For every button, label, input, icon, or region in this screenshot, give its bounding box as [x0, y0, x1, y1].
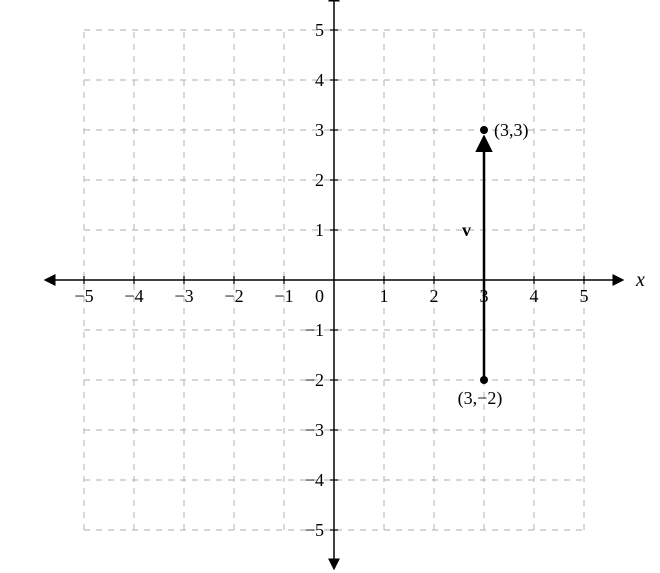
- y-tick-label: −5: [305, 520, 324, 540]
- chart-svg: −5−4−3−2−112345−5−4−3−2−1123450xyv(3,3)(…: [0, 0, 660, 573]
- vector-chart: −5−4−3−2−112345−5−4−3−2−1123450xyv(3,3)(…: [0, 0, 660, 573]
- vector-end-point: [480, 126, 488, 134]
- x-axis-label: x: [635, 269, 645, 291]
- x-tick-label: −2: [224, 286, 243, 306]
- y-tick-label: −3: [305, 420, 324, 440]
- end-point-label: (3,3): [494, 120, 529, 141]
- x-tick-label: 4: [530, 286, 539, 306]
- vector-start-point: [480, 376, 488, 384]
- vector-label: v: [462, 220, 471, 240]
- x-tick-label: 1: [380, 286, 389, 306]
- y-tick-label: 5: [315, 20, 324, 40]
- y-tick-label: −4: [305, 470, 324, 490]
- origin-label: 0: [315, 286, 324, 306]
- x-tick-label: −5: [74, 286, 93, 306]
- x-tick-label: −1: [274, 286, 293, 306]
- y-tick-label: 2: [315, 170, 324, 190]
- x-tick-label: 2: [430, 286, 439, 306]
- y-tick-label: −1: [305, 320, 324, 340]
- y-tick-label: 1: [315, 220, 324, 240]
- y-tick-label: 4: [315, 70, 324, 90]
- start-point-label: (3,−2): [458, 388, 503, 409]
- y-tick-label: −2: [305, 370, 324, 390]
- x-tick-label: 5: [580, 286, 589, 306]
- y-tick-label: 3: [315, 120, 324, 140]
- x-tick-label: −3: [174, 286, 193, 306]
- x-tick-label: −4: [124, 286, 143, 306]
